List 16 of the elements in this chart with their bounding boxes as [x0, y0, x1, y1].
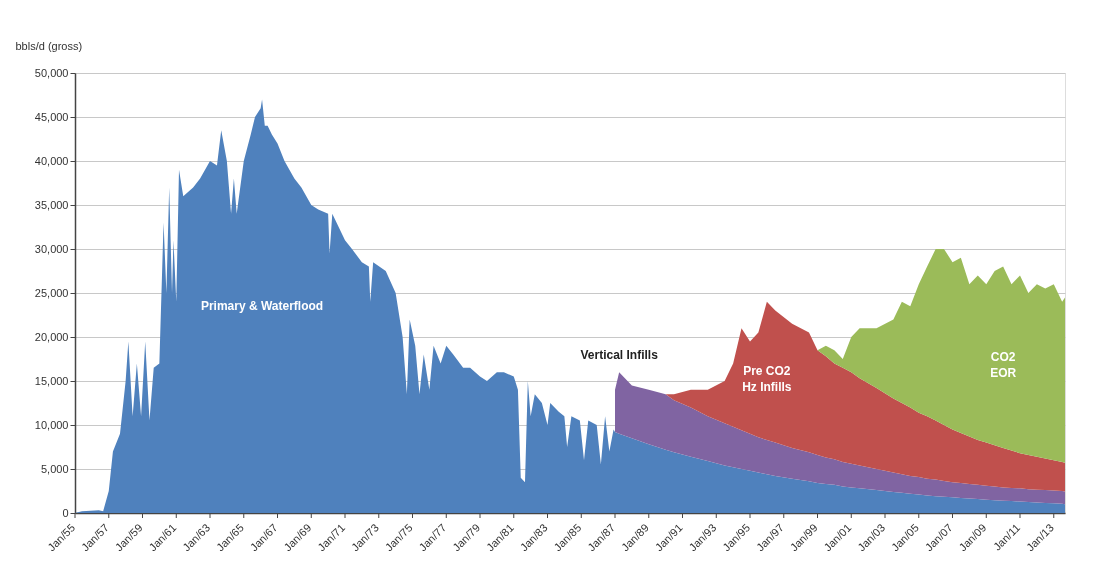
- y-tick-label: 50,000: [34, 66, 69, 79]
- y-tick-label: 20,000: [34, 330, 69, 343]
- y-tick-label: 30,000: [34, 242, 69, 255]
- y-tick-label: 15,000: [34, 374, 69, 387]
- series-label: Pre CO2 Hz Infills: [742, 363, 792, 394]
- y-tick-label: 35,000: [34, 198, 69, 211]
- y-tick-label: 45,000: [34, 110, 69, 123]
- y-axis-title: bbls/d (gross): [15, 39, 83, 52]
- y-tick-label: 10,000: [34, 418, 69, 431]
- series-label: CO2 EOR: [990, 350, 1017, 381]
- y-tick-label: 0: [62, 506, 69, 519]
- y-tick-label: 25,000: [34, 286, 69, 299]
- series-label: Primary & Waterflood: [200, 299, 324, 314]
- series-label: Vertical Infills: [580, 347, 659, 362]
- y-tick-label: 5,000: [40, 462, 69, 475]
- y-tick-label: 40,000: [34, 154, 69, 167]
